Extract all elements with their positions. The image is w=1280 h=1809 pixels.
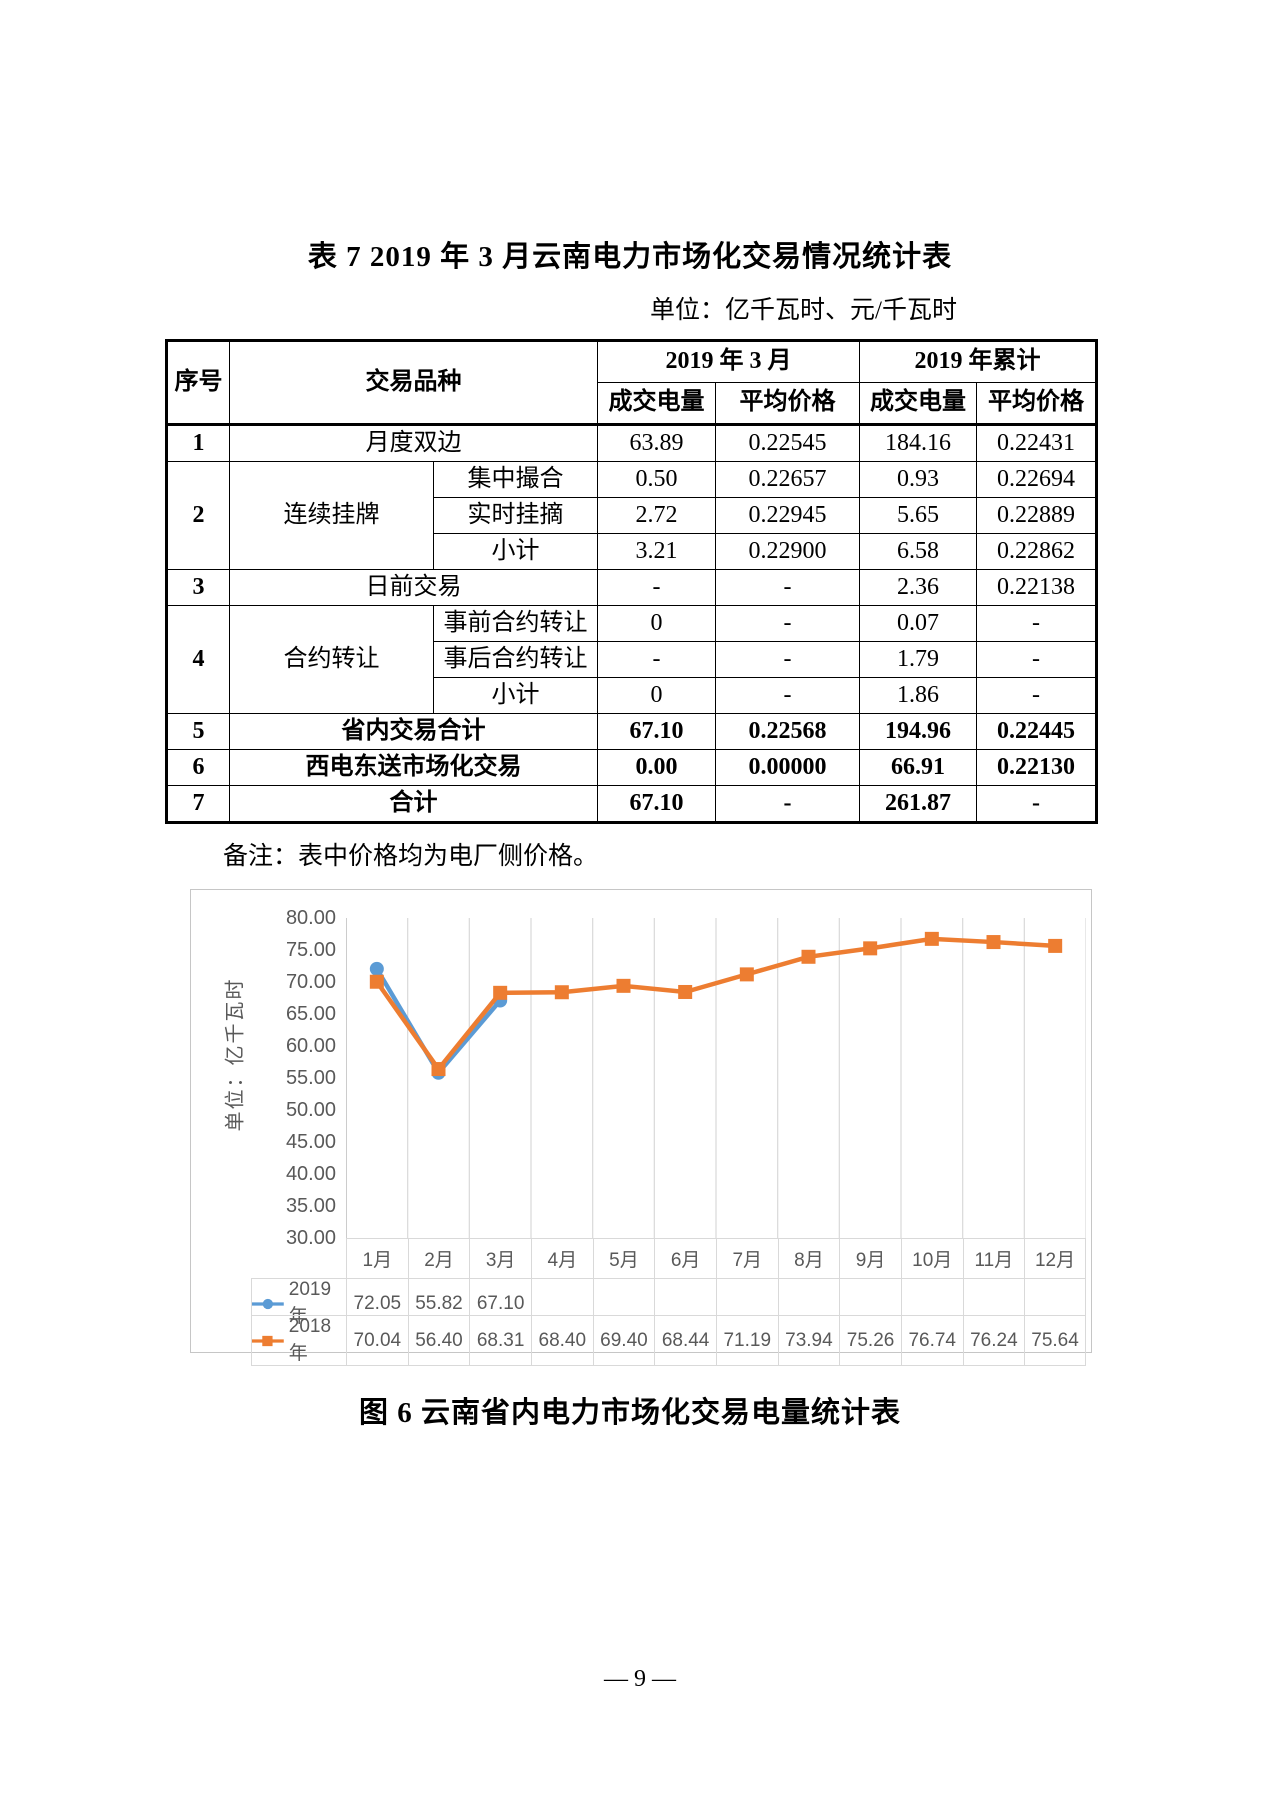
month-label: 4月 bbox=[530, 1238, 593, 1278]
unit-note: 单位：亿千瓦时、元/千瓦时 bbox=[650, 297, 957, 324]
series-value bbox=[715, 1278, 778, 1328]
series-value: 75.64 bbox=[1024, 1315, 1086, 1366]
legend-item: 2019年 bbox=[251, 1278, 346, 1328]
series-value bbox=[777, 1278, 840, 1328]
y-tick-label: 80.00 bbox=[285, 907, 336, 929]
y-tick-label: 60.00 bbox=[285, 1035, 336, 1057]
series-value: 55.82 bbox=[407, 1278, 470, 1328]
series-value bbox=[654, 1278, 716, 1328]
series-value: 69.40 bbox=[592, 1315, 655, 1366]
table-row: 小计 0 - 1.86 - bbox=[167, 677, 1097, 714]
table-row: 3 日前交易 - - 2.36 0.22138 bbox=[166, 569, 1097, 606]
series-value: 72.05 bbox=[346, 1278, 408, 1328]
y-tick-label: 55.00 bbox=[285, 1067, 336, 1089]
month-label: 11月 bbox=[962, 1238, 1025, 1278]
figure-caption: 图 6 云南省内电力市场化交易电量统计表 bbox=[358, 1397, 901, 1429]
month-label: 12月 bbox=[1024, 1238, 1086, 1278]
month-label: 10月 bbox=[900, 1238, 963, 1278]
series-value: 76.74 bbox=[900, 1315, 963, 1366]
header-cumulative: 2019 年累计 bbox=[859, 340, 1097, 383]
series-value: 71.19 bbox=[715, 1315, 778, 1366]
table-row: 5 省内交易合计 67.10 0.22568 194.96 0.22445 bbox=[166, 713, 1097, 750]
table-title: 表 7 2019 年 3 月云南电力市场化交易情况统计表 bbox=[307, 241, 953, 273]
header-seq: 序号 bbox=[166, 340, 230, 425]
legend-item: 2018年 bbox=[251, 1315, 346, 1366]
table-row: 4 合约转让 事前合约转让 0 - 0.07 - bbox=[166, 605, 1097, 714]
y-tick-label: 70.00 bbox=[285, 971, 336, 993]
y-tick-label: 30.00 bbox=[285, 1227, 336, 1249]
document-content: 表 7 2019 年 3 月云南电力市场化交易情况统计表 单位：亿千瓦时、元/千… bbox=[165, 0, 1098, 1431]
series-name: 2019年 bbox=[288, 1279, 332, 1327]
month-label: 9月 bbox=[839, 1238, 901, 1278]
table-row: 事后合约转让 - - 1.79 - bbox=[167, 641, 1097, 678]
line-chart: 单位：亿千瓦时 80.00 75.00 70.00 65.00 60.00 55.00 50… bbox=[190, 889, 1092, 1366]
series-value bbox=[839, 1278, 901, 1328]
month-header-row: 1月 2月 3月 4月 5月 6月 7月 8月 9月 10月 11月 12月 bbox=[251, 1238, 1086, 1278]
header-price-2: 平均价格 bbox=[976, 382, 1097, 425]
page-number: — 9 — bbox=[604, 1666, 676, 1692]
series-row: 2019年 72.05 55.82 67.10 bbox=[251, 1278, 1086, 1328]
y-tick-label: 40.00 bbox=[285, 1163, 336, 1185]
month-label: 1月 bbox=[346, 1238, 408, 1278]
series-value: 56.40 bbox=[407, 1315, 470, 1366]
month-label: 3月 bbox=[469, 1238, 531, 1278]
month-label: 8月 bbox=[777, 1238, 840, 1278]
month-label: 5月 bbox=[592, 1238, 655, 1278]
month-label: 7月 bbox=[715, 1238, 778, 1278]
table-row: 7 合计 67.10 - 261.87 - bbox=[166, 785, 1097, 823]
series-value: 70.04 bbox=[346, 1315, 408, 1366]
series-value bbox=[592, 1278, 655, 1328]
legend-marker-icon bbox=[252, 1335, 284, 1346]
plot-area bbox=[346, 918, 1086, 1238]
header-volume-1: 成交电量 bbox=[597, 382, 716, 425]
series-value bbox=[1024, 1278, 1086, 1328]
table-row: 2 连续挂牌 集中撮合 0.50 0.22657 0.93 0.22694 bbox=[166, 461, 1097, 570]
header-volume-2: 成交电量 bbox=[859, 382, 977, 425]
series-value bbox=[530, 1278, 593, 1328]
y-tick-label: 75.00 bbox=[285, 939, 336, 961]
series-value: 68.44 bbox=[654, 1315, 716, 1366]
header-price-1: 平均价格 bbox=[715, 382, 860, 425]
series-value: 76.24 bbox=[962, 1315, 1025, 1366]
y-tick-label: 50.00 bbox=[285, 1099, 336, 1121]
chart-data-table: 1月 2月 3月 4月 5月 6月 7月 8月 9月 10月 11月 12月 2019年 72.05 55.… bbox=[251, 1238, 1086, 1366]
table-note: 备注：表中价格均为电厂侧价格。 bbox=[223, 843, 599, 870]
series-value: 68.40 bbox=[530, 1315, 593, 1366]
series-name: 2018年 bbox=[288, 1316, 332, 1364]
series-value: 68.31 bbox=[469, 1315, 531, 1366]
series-value bbox=[962, 1278, 1025, 1328]
month-label: 2月 bbox=[407, 1238, 470, 1278]
y-tick-label: 45.00 bbox=[285, 1131, 336, 1153]
legend-marker-icon bbox=[252, 1298, 284, 1309]
y-tick-label: 65.00 bbox=[285, 1003, 336, 1025]
table-row: 6 西电东送市场化交易 0.00 0.00000 66.91 0.22130 bbox=[166, 749, 1097, 786]
series-value: 73.94 bbox=[777, 1315, 840, 1366]
stats-table: 序号 交易品种 2019 年 3 月 2019 年累计 成交电量 平均价格 成交… bbox=[165, 339, 1098, 824]
header-march: 2019 年 3 月 bbox=[597, 340, 860, 383]
series-row: 2018年 70.04 56.40 68.31 68.40 69.40 68.44 71.19… bbox=[251, 1315, 1086, 1366]
series-value bbox=[900, 1278, 963, 1328]
header-variety: 交易品种 bbox=[229, 340, 598, 425]
table-row: 1 月度双边 63.89 0.22545 184.16 0.22431 bbox=[166, 424, 1097, 462]
series-value: 75.26 bbox=[839, 1315, 901, 1366]
y-tick-label: 35.00 bbox=[285, 1195, 336, 1217]
series-value: 67.10 bbox=[469, 1278, 531, 1328]
month-label: 6月 bbox=[654, 1238, 716, 1278]
